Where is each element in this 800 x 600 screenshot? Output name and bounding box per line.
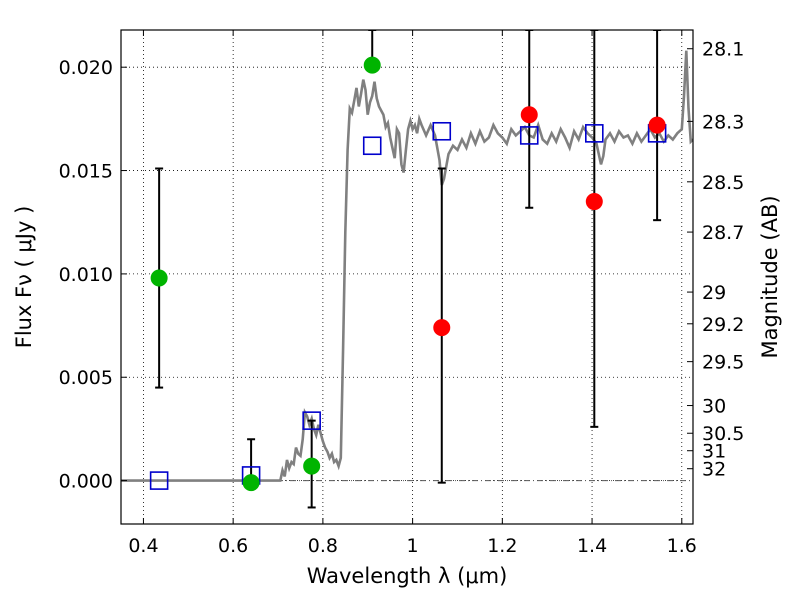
x-tick-label: 1.6 — [667, 535, 697, 557]
y-tick-label: 0.005 — [59, 367, 113, 389]
axis-ticks — [121, 30, 693, 524]
model-square — [149, 471, 169, 490]
x-tick-label: 0.4 — [128, 535, 158, 557]
model-square — [432, 121, 452, 141]
magnitude-tick-label: 30.5 — [702, 423, 744, 445]
magnitude-tick-label: 30 — [702, 396, 726, 418]
photometry-points — [150, 56, 666, 492]
magnitude-tick-label: 29 — [702, 282, 726, 304]
spectrum-line — [121, 50, 693, 482]
y-axis-label: Flux Fν ( μJy ) — [12, 206, 36, 349]
x-axis-label: Wavelength λ (μm) — [307, 564, 508, 588]
model-square — [362, 136, 382, 156]
magnitude-tick-label: 29.5 — [702, 352, 744, 374]
magnitude-tick-label: 28.7 — [702, 222, 744, 244]
green-data-point — [242, 474, 260, 492]
x-tick-label: 0.8 — [308, 535, 338, 557]
y-tick-labels: 0.000 0.005 0.010 0.015 0.020 — [59, 57, 113, 492]
red-data-point — [585, 193, 603, 211]
green-data-point — [363, 56, 381, 74]
plot-frame — [120, 29, 694, 525]
green-data-point — [150, 269, 168, 287]
red-data-point — [520, 106, 538, 124]
magnitude-tick-label: 28.5 — [702, 172, 744, 194]
magnitude-tick-label: 29.2 — [702, 314, 744, 336]
red-data-point — [648, 116, 666, 134]
y-tick-label: 0.015 — [59, 161, 113, 183]
y-tick-label: 0.020 — [59, 57, 113, 79]
y-tick-label: 0.000 — [59, 471, 113, 493]
y-tick-label: 0.010 — [59, 264, 113, 286]
x-tick-label: 1.4 — [577, 535, 607, 557]
y-axis-right-label: Magnitude (AB) — [758, 195, 782, 358]
model-square — [585, 124, 604, 143]
magnitude-tick-label: 32 — [702, 459, 726, 481]
magnitude-tick-label: 31 — [702, 441, 726, 463]
red-data-point — [433, 319, 451, 337]
green-data-point — [303, 457, 321, 475]
x-tick-label: 1 — [407, 535, 419, 557]
x-tick-label: 1.2 — [487, 535, 517, 557]
x-tick-label: 0.6 — [218, 535, 248, 557]
magnitude-tick-label: 28.1 — [702, 39, 744, 61]
grid-lines — [121, 30, 693, 524]
plot-background — [121, 30, 693, 524]
x-tick-labels: 0.4 0.6 0.8 1 1.2 1.4 1.6 — [128, 535, 697, 557]
magnitude-tick-label: 28.3 — [702, 111, 744, 133]
model-square — [302, 411, 321, 430]
model-square — [519, 126, 539, 145]
